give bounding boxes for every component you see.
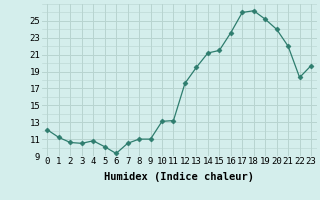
- X-axis label: Humidex (Indice chaleur): Humidex (Indice chaleur): [104, 172, 254, 182]
